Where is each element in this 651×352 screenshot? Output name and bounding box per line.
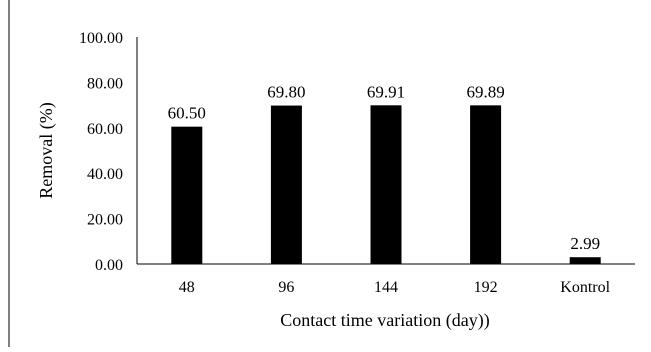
- y-tick-label: 80.00: [87, 75, 123, 92]
- y-tick-label: 60.00: [87, 121, 123, 138]
- x-axis-ticks: 48 96 144 192 Kontrol: [179, 279, 611, 296]
- bar: [569, 257, 601, 264]
- x-axis-title: Contact time variation (day)): [280, 310, 489, 331]
- bar: [270, 105, 302, 264]
- data-labels-group: 60.50 69.80 69.91 69.89 2.99: [168, 82, 600, 253]
- x-tick-label: Kontrol: [560, 279, 610, 296]
- bar: [470, 105, 502, 264]
- bars-group: [171, 105, 601, 265]
- y-tick-label: 20.00: [87, 212, 123, 229]
- bar-data-label: 69.80: [267, 83, 305, 102]
- y-tick-label: 0.00: [95, 257, 123, 274]
- bar: [171, 126, 203, 264]
- y-axis-title: Removal (%): [36, 102, 57, 198]
- x-tick-label: 144: [374, 279, 398, 296]
- y-tick-label: 40.00: [87, 166, 123, 183]
- y-axis-ticks: 0.00 20.00 40.00 60.00 80.00 100.00: [79, 30, 123, 274]
- x-tick-label: 48: [179, 279, 195, 296]
- bar-data-label: 69.89: [466, 82, 504, 101]
- bar-data-label: 60.50: [168, 104, 206, 123]
- bar-data-label: 2.99: [570, 234, 600, 253]
- y-tick-label: 100.00: [79, 30, 123, 47]
- x-tick-label: 192: [474, 279, 498, 296]
- bar: [370, 105, 402, 265]
- x-tick-label: 96: [278, 279, 294, 296]
- bar-data-label: 69.91: [367, 82, 405, 101]
